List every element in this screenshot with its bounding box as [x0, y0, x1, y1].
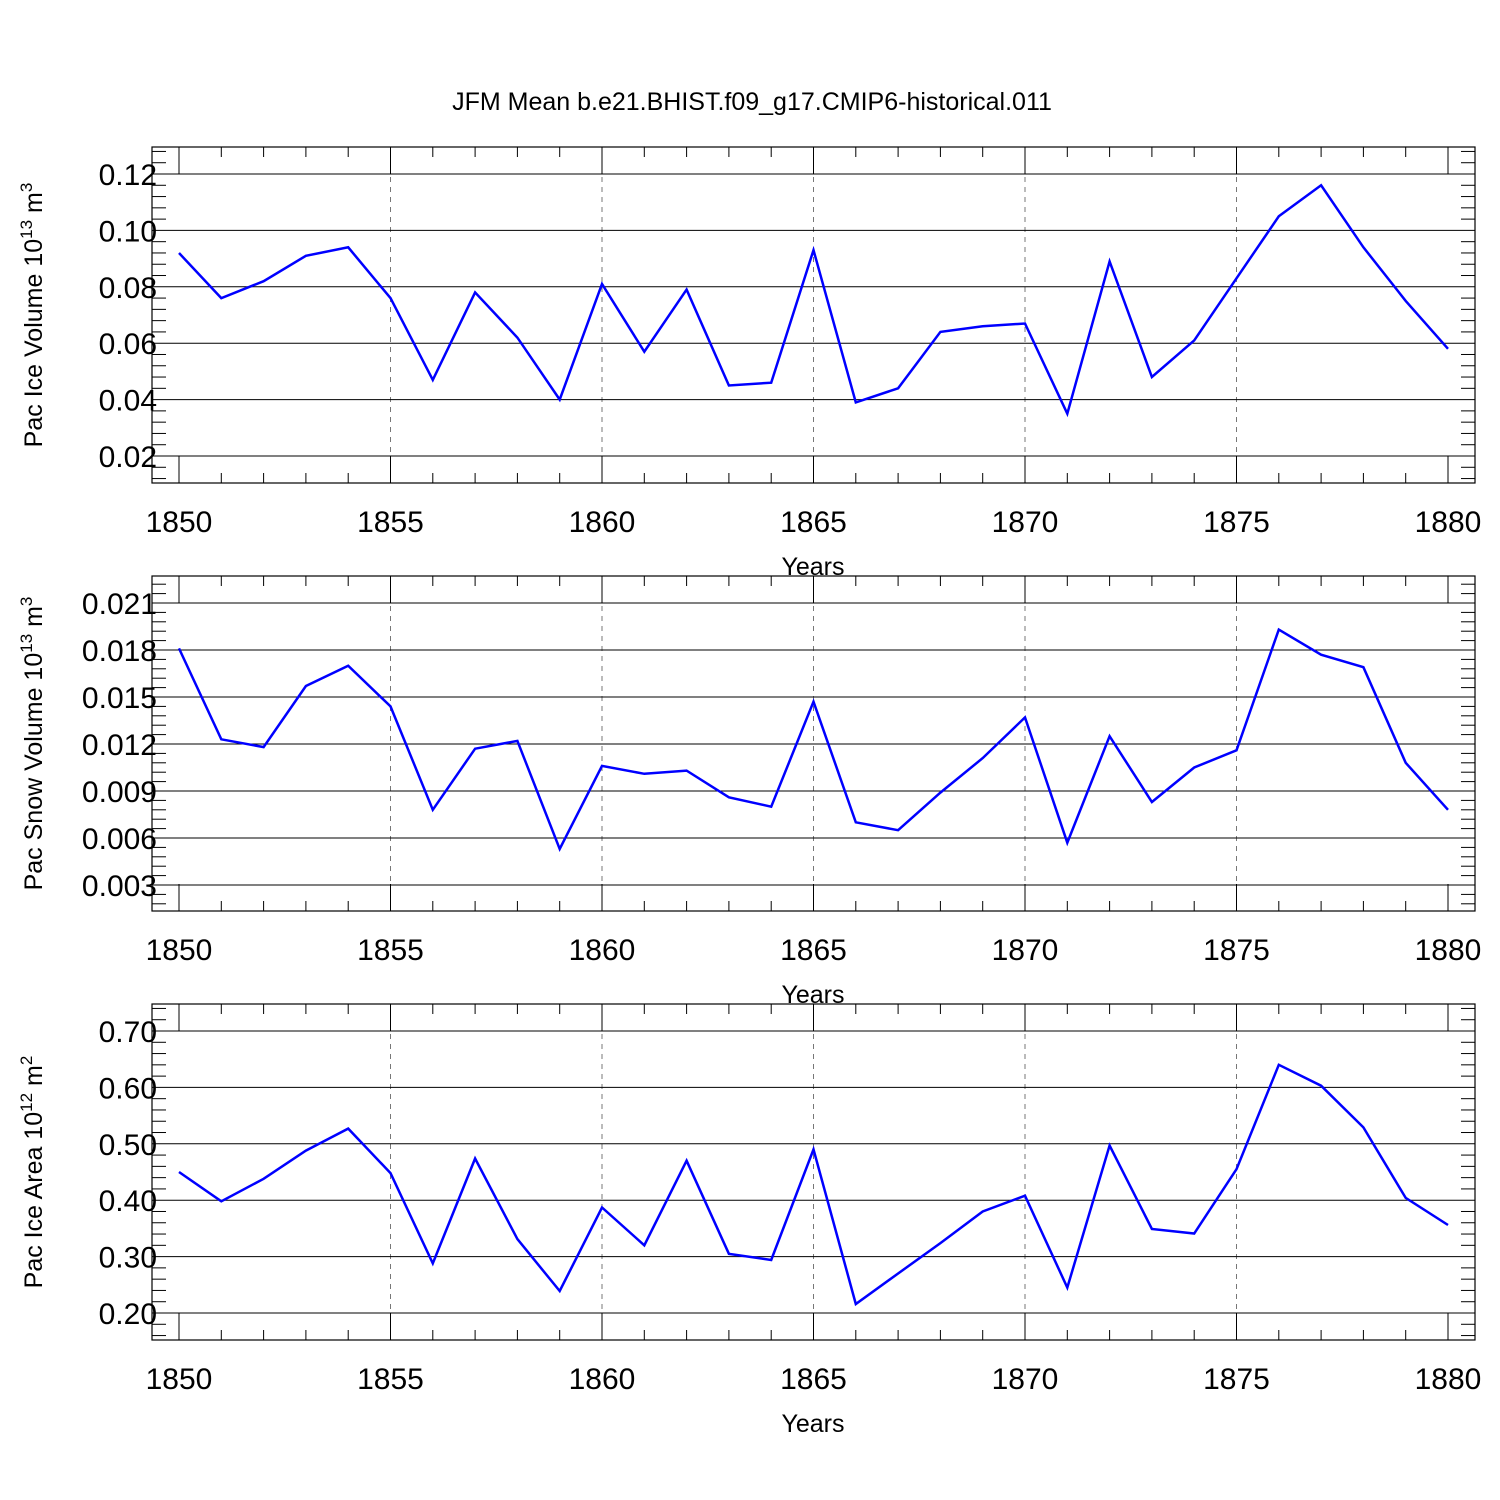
x-tick-label: 1850	[146, 1363, 213, 1396]
x-tick-label: 1855	[357, 1363, 424, 1396]
y-tick-label: 0.10	[99, 215, 157, 248]
y-tick-label: 0.018	[82, 635, 157, 668]
figure-title: JFM Mean b.e21.BHIST.f09_g17.CMIP6-histo…	[452, 88, 1052, 116]
x-tick-label: 1850	[146, 506, 213, 539]
panel-2: 0.003 0.006 0.009 0.012 0.015 0.018 0.021 1850 1…	[17, 575, 1482, 1009]
panel-1: 0.02 0.04 0.06 0.08 0.10 0.12 1850 1855 1860 1865…	[17, 146, 1482, 581]
y-axis-label-unit: m	[20, 1065, 48, 1093]
x-tick-label: 1855	[357, 506, 424, 539]
x-tick-label: 1880	[1415, 506, 1482, 539]
y-axis-label-exponent: 13	[17, 634, 36, 653]
y-tick-label: 0.02	[99, 441, 157, 474]
x-tick-label: 1860	[569, 506, 636, 539]
series-line	[178, 183, 1449, 418]
y-axis-label-text: Pac Ice Area 10	[20, 1112, 48, 1289]
x-tick-label: 1875	[1203, 506, 1270, 539]
y-axis-label-exponent: 12	[17, 1093, 36, 1112]
y-axis-label-text: Pac Ice Volume 10	[20, 239, 48, 447]
y-tick-label: 0.06	[99, 328, 157, 361]
y-axis-label-text: Pac Snow Volume 10	[20, 653, 48, 891]
x-tick-label: 1870	[992, 934, 1059, 967]
y-axis-label-unit-exponent: 3	[17, 183, 36, 192]
panels: 0.02 0.04 0.06 0.08 0.10 0.12 1850 1855 1860 1865…	[17, 146, 1482, 1438]
y-axis-label-unit-exponent: 2	[17, 1056, 36, 1065]
y-tick-label: 0.12	[99, 159, 157, 192]
series-line	[178, 1063, 1449, 1307]
y-axis-label: Pac Ice Area 1012 m2	[17, 1056, 48, 1289]
y-axis-label-unit: m	[20, 606, 48, 634]
y-axis-label-unit-exponent: 3	[17, 597, 36, 606]
x-tick-label: 1850	[146, 934, 213, 967]
y-axis-label-unit: m	[20, 192, 48, 220]
y-axis-label-exponent: 13	[17, 220, 36, 239]
x-tick-label: 1865	[780, 1363, 847, 1396]
y-axis-label: Pac Ice Volume 1013 m3	[17, 183, 48, 448]
y-tick-label: 0.60	[99, 1072, 157, 1105]
x-tick-label: 1870	[992, 506, 1059, 539]
y-tick-label: 0.009	[82, 776, 157, 809]
y-tick-label: 0.70	[99, 1016, 157, 1049]
x-tick-label: 1875	[1203, 1363, 1270, 1396]
panel-3: 0.20 0.30 0.40 0.50 0.60 0.70 1850 1855 1860 1865…	[17, 1003, 1482, 1438]
y-tick-label: 0.04	[99, 385, 157, 418]
y-tick-label: 0.021	[82, 588, 157, 621]
y-tick-label: 0.006	[82, 823, 157, 856]
y-tick-label: 0.015	[82, 682, 157, 715]
x-axis-label: Years	[781, 1410, 844, 1438]
x-tick-label: 1880	[1415, 1363, 1482, 1396]
y-tick-label: 0.40	[99, 1185, 157, 1218]
y-tick-label: 0.012	[82, 729, 157, 762]
x-tick-label: 1865	[780, 506, 847, 539]
x-tick-label: 1860	[569, 934, 636, 967]
y-tick-label: 0.20	[99, 1298, 157, 1331]
y-tick-label: 0.50	[99, 1129, 157, 1162]
y-axis-label: Pac Snow Volume 1013 m3	[17, 597, 48, 891]
x-tick-label: 1860	[569, 1363, 636, 1396]
x-tick-label: 1870	[992, 1363, 1059, 1396]
y-tick-label: 0.08	[99, 272, 157, 305]
y-tick-label: 0.003	[82, 870, 157, 903]
x-tick-label: 1855	[357, 934, 424, 967]
x-tick-label: 1875	[1203, 934, 1270, 967]
series-line	[177, 627, 1449, 853]
x-tick-label: 1865	[780, 934, 847, 967]
x-tick-label: 1880	[1415, 934, 1482, 967]
y-tick-label: 0.30	[99, 1242, 157, 1275]
